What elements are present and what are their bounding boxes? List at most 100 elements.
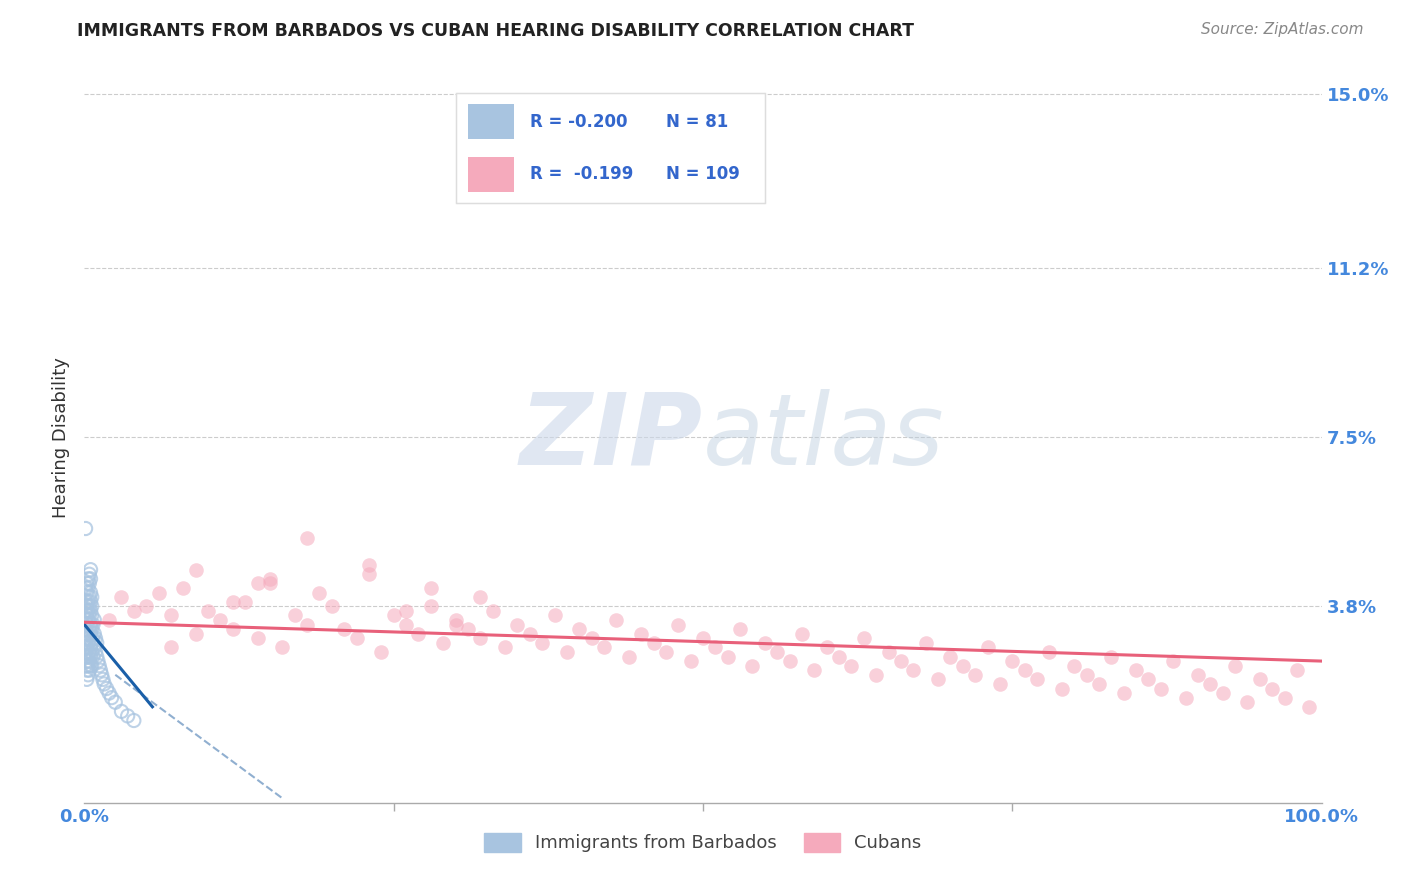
Point (419, 581, 441, 595)
Point (1112, 686, 1135, 700)
Point (98, 613, 121, 627)
Point (83, 613, 105, 627)
Point (259, 572, 281, 586)
Point (75, 613, 97, 627)
Point (79, 654, 101, 668)
Point (110, 705, 132, 719)
Point (86, 649, 108, 664)
Point (75, 521, 97, 535)
Point (457, 622, 479, 636)
Point (89, 663, 111, 677)
Point (593, 640, 616, 655)
Point (1038, 645, 1060, 659)
Point (952, 658, 974, 673)
Point (80, 645, 103, 659)
Point (419, 599, 441, 614)
Point (470, 590, 492, 604)
Point (76, 576, 98, 591)
Point (79, 599, 101, 614)
Point (80, 622, 103, 636)
Point (79, 604, 101, 618)
Point (76, 608, 98, 623)
Point (321, 599, 343, 614)
Point (80, 590, 103, 604)
Point (84, 645, 107, 659)
Point (82, 649, 104, 664)
Point (605, 613, 627, 627)
Point (110, 590, 132, 604)
Point (246, 576, 269, 591)
Text: ZIP: ZIP (520, 389, 703, 485)
Point (865, 667, 887, 682)
Point (79, 622, 101, 636)
Point (82, 617, 104, 632)
Point (96, 681, 118, 696)
Point (75, 649, 97, 664)
Point (91, 673, 114, 687)
Point (666, 617, 689, 632)
Point (877, 645, 900, 659)
Point (122, 604, 145, 618)
Point (77, 572, 100, 586)
Point (333, 622, 356, 636)
Point (75, 581, 97, 595)
Point (82, 632, 104, 646)
Point (643, 636, 665, 650)
Point (75, 645, 97, 659)
Point (965, 667, 987, 682)
Point (754, 636, 776, 650)
Point (79, 663, 101, 677)
Text: IMMIGRANTS FROM BARBADOS VS CUBAN HEARING DISABILITY CORRELATION CHART: IMMIGRANTS FROM BARBADOS VS CUBAN HEARIN… (77, 22, 914, 40)
Point (79, 640, 101, 655)
Point (160, 640, 183, 655)
Point (83, 626, 105, 640)
Point (1150, 681, 1173, 696)
Point (79, 658, 101, 673)
Point (259, 576, 281, 591)
Point (617, 649, 640, 664)
Point (75, 622, 97, 636)
Point (531, 636, 554, 650)
Point (914, 636, 936, 650)
Point (100, 690, 122, 705)
Point (1050, 681, 1073, 696)
Point (209, 613, 232, 627)
Point (86, 636, 108, 650)
Point (779, 654, 801, 668)
Point (692, 632, 714, 646)
Point (1274, 690, 1296, 705)
Point (655, 645, 678, 659)
Point (1014, 663, 1036, 677)
Point (630, 626, 652, 640)
Point (90, 667, 112, 682)
Point (197, 604, 219, 618)
Point (75, 594, 97, 608)
Point (890, 654, 912, 668)
Point (295, 617, 318, 632)
Point (79, 626, 101, 640)
Text: Source: ZipAtlas.com: Source: ZipAtlas.com (1201, 22, 1364, 37)
Point (444, 613, 467, 627)
Point (1063, 658, 1085, 673)
Point (728, 622, 751, 636)
Point (581, 632, 603, 646)
Point (1249, 673, 1271, 687)
Point (79, 567, 101, 582)
Point (76, 640, 98, 655)
Point (395, 617, 418, 632)
Point (803, 663, 825, 677)
Point (77, 581, 100, 595)
Point (1298, 699, 1320, 714)
Point (79, 645, 101, 659)
Point (741, 658, 763, 673)
Point (815, 640, 838, 655)
Point (1026, 673, 1049, 687)
Point (79, 649, 101, 664)
Point (79, 572, 101, 586)
Point (98, 686, 121, 700)
Point (79, 608, 101, 623)
Point (79, 632, 101, 646)
Point (717, 649, 740, 664)
Point (76, 599, 98, 614)
Point (346, 632, 368, 646)
